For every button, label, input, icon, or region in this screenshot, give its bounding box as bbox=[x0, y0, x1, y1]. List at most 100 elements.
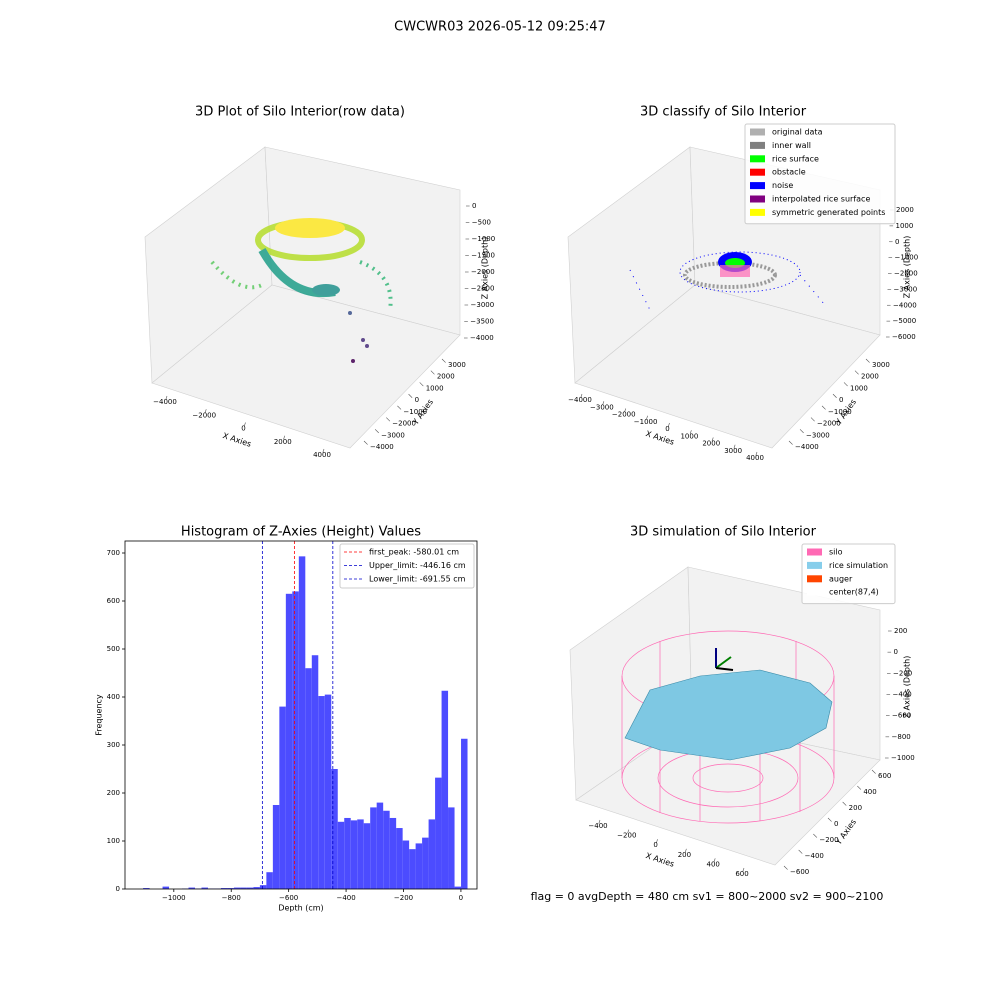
bar bbox=[220, 888, 228, 889]
z-axis-label: Z Axies (Depth) bbox=[903, 236, 912, 299]
y-tick-label: −2000 bbox=[817, 420, 841, 428]
plot-frame bbox=[124, 540, 478, 890]
z-tick-label: −3000 bbox=[894, 285, 918, 293]
legend-label: interpolated rice surface bbox=[772, 195, 870, 204]
z-tick-label: 1000 bbox=[896, 222, 914, 230]
x-tick-label: −1000 bbox=[162, 894, 186, 902]
bar bbox=[318, 696, 325, 889]
legend-label: Lower_limit: -691.55 cm bbox=[369, 575, 466, 584]
x-tick-label: 2000 bbox=[702, 440, 720, 448]
z-tick-label: −4000 bbox=[470, 334, 494, 342]
x-tick-label: 4000 bbox=[313, 451, 331, 459]
y-tick-label: 3000 bbox=[448, 361, 466, 369]
bar bbox=[389, 817, 397, 889]
bar bbox=[363, 823, 371, 889]
bar bbox=[461, 738, 468, 889]
bar bbox=[188, 887, 195, 889]
x-tick-label: −200 bbox=[617, 832, 636, 840]
x-tick bbox=[742, 867, 745, 872]
z-tick-label: −200 bbox=[893, 669, 912, 677]
z-axis-label: Z Axies (Depth) bbox=[481, 237, 490, 300]
x-tick-label: 0 bbox=[241, 425, 245, 433]
x-tick bbox=[204, 409, 207, 413]
legend-swatch bbox=[807, 588, 822, 596]
y-tick-label: −3000 bbox=[381, 431, 405, 439]
z-tick-label: 0 bbox=[895, 238, 899, 246]
x-tick bbox=[668, 422, 670, 427]
x-tick bbox=[322, 448, 325, 453]
y-tick-label: 0 bbox=[415, 396, 419, 404]
y-tick bbox=[783, 865, 788, 870]
bar bbox=[311, 655, 319, 889]
legend-swatch bbox=[750, 195, 765, 203]
y-tick bbox=[843, 382, 848, 387]
bar bbox=[376, 802, 384, 889]
x-tick-label: −4000 bbox=[568, 396, 592, 404]
x-tick-label: 3000 bbox=[724, 447, 742, 455]
z-tick-label: 2000 bbox=[896, 206, 914, 214]
y-tick-label: 600 bbox=[878, 772, 891, 780]
x-tick-label: 400 bbox=[707, 860, 720, 868]
bar bbox=[272, 805, 280, 889]
y-tick bbox=[865, 358, 870, 363]
legend-swatch bbox=[750, 208, 765, 216]
legend-swatch bbox=[750, 182, 765, 190]
z-axis-label: Z Axies (Depth) bbox=[903, 656, 912, 719]
y-axis-label: Frequency bbox=[95, 694, 104, 736]
panes-4 bbox=[569, 566, 881, 866]
y-tick-label: −3000 bbox=[806, 431, 830, 439]
x-tick-label: −400 bbox=[588, 822, 607, 830]
x-tick-label: 4000 bbox=[746, 454, 764, 462]
rice-surface bbox=[624, 669, 833, 761]
chart-title: 3D classify of Silo Interior bbox=[640, 105, 807, 120]
x-tick-label: −200 bbox=[394, 894, 413, 902]
x-tick bbox=[602, 401, 605, 405]
z-tick-label: −2000 bbox=[894, 270, 918, 278]
x-tick-label: −3000 bbox=[590, 403, 614, 411]
y-tick-label: 0 bbox=[116, 885, 120, 893]
legend-swatch bbox=[807, 561, 822, 569]
z-tick-label: −600 bbox=[892, 712, 911, 720]
y-tick-label: 0 bbox=[834, 820, 838, 828]
bar bbox=[435, 777, 442, 889]
legend-box bbox=[744, 123, 896, 225]
x-tick-label: 600 bbox=[735, 870, 748, 878]
bar bbox=[409, 849, 416, 889]
y-tick bbox=[821, 405, 826, 410]
y-tick-label: −400 bbox=[805, 852, 824, 860]
y-tick bbox=[397, 405, 402, 410]
y-tick-label: 1000 bbox=[426, 384, 444, 392]
bar bbox=[259, 885, 267, 889]
legend-label: center(87,4) bbox=[829, 588, 879, 597]
x-tick bbox=[624, 408, 627, 413]
y-tick bbox=[832, 393, 837, 398]
legend-label: auger bbox=[829, 574, 853, 583]
y-tick-label: −200 bbox=[819, 836, 838, 844]
bar bbox=[441, 690, 449, 889]
bar bbox=[266, 872, 273, 889]
bar bbox=[246, 887, 254, 889]
legend-label: symmetric generated points bbox=[772, 208, 885, 217]
bar bbox=[370, 807, 377, 889]
x-tick-label: 1000 bbox=[680, 432, 698, 440]
z-tick-label: −3000 bbox=[471, 301, 495, 309]
legend-swatch bbox=[807, 575, 822, 583]
bar bbox=[201, 887, 208, 889]
x-tick-label: −600 bbox=[279, 894, 298, 902]
legend-box bbox=[801, 543, 896, 605]
y-tick-label: 3000 bbox=[872, 361, 890, 369]
bar bbox=[448, 807, 455, 889]
x-tick bbox=[684, 848, 687, 853]
y-tick bbox=[363, 440, 368, 445]
scatter-cloud-1 bbox=[210, 218, 393, 363]
y-tick-label: 300 bbox=[107, 741, 120, 749]
legend-label: first_peak: -580.01 cm bbox=[369, 548, 459, 557]
legend-swatch bbox=[750, 155, 765, 163]
x-tick bbox=[656, 839, 658, 843]
y-tick bbox=[854, 370, 859, 375]
bar bbox=[240, 887, 247, 889]
y-tick bbox=[798, 849, 803, 854]
bar bbox=[253, 887, 260, 889]
y-tick bbox=[799, 429, 804, 434]
x-tick bbox=[283, 435, 286, 440]
